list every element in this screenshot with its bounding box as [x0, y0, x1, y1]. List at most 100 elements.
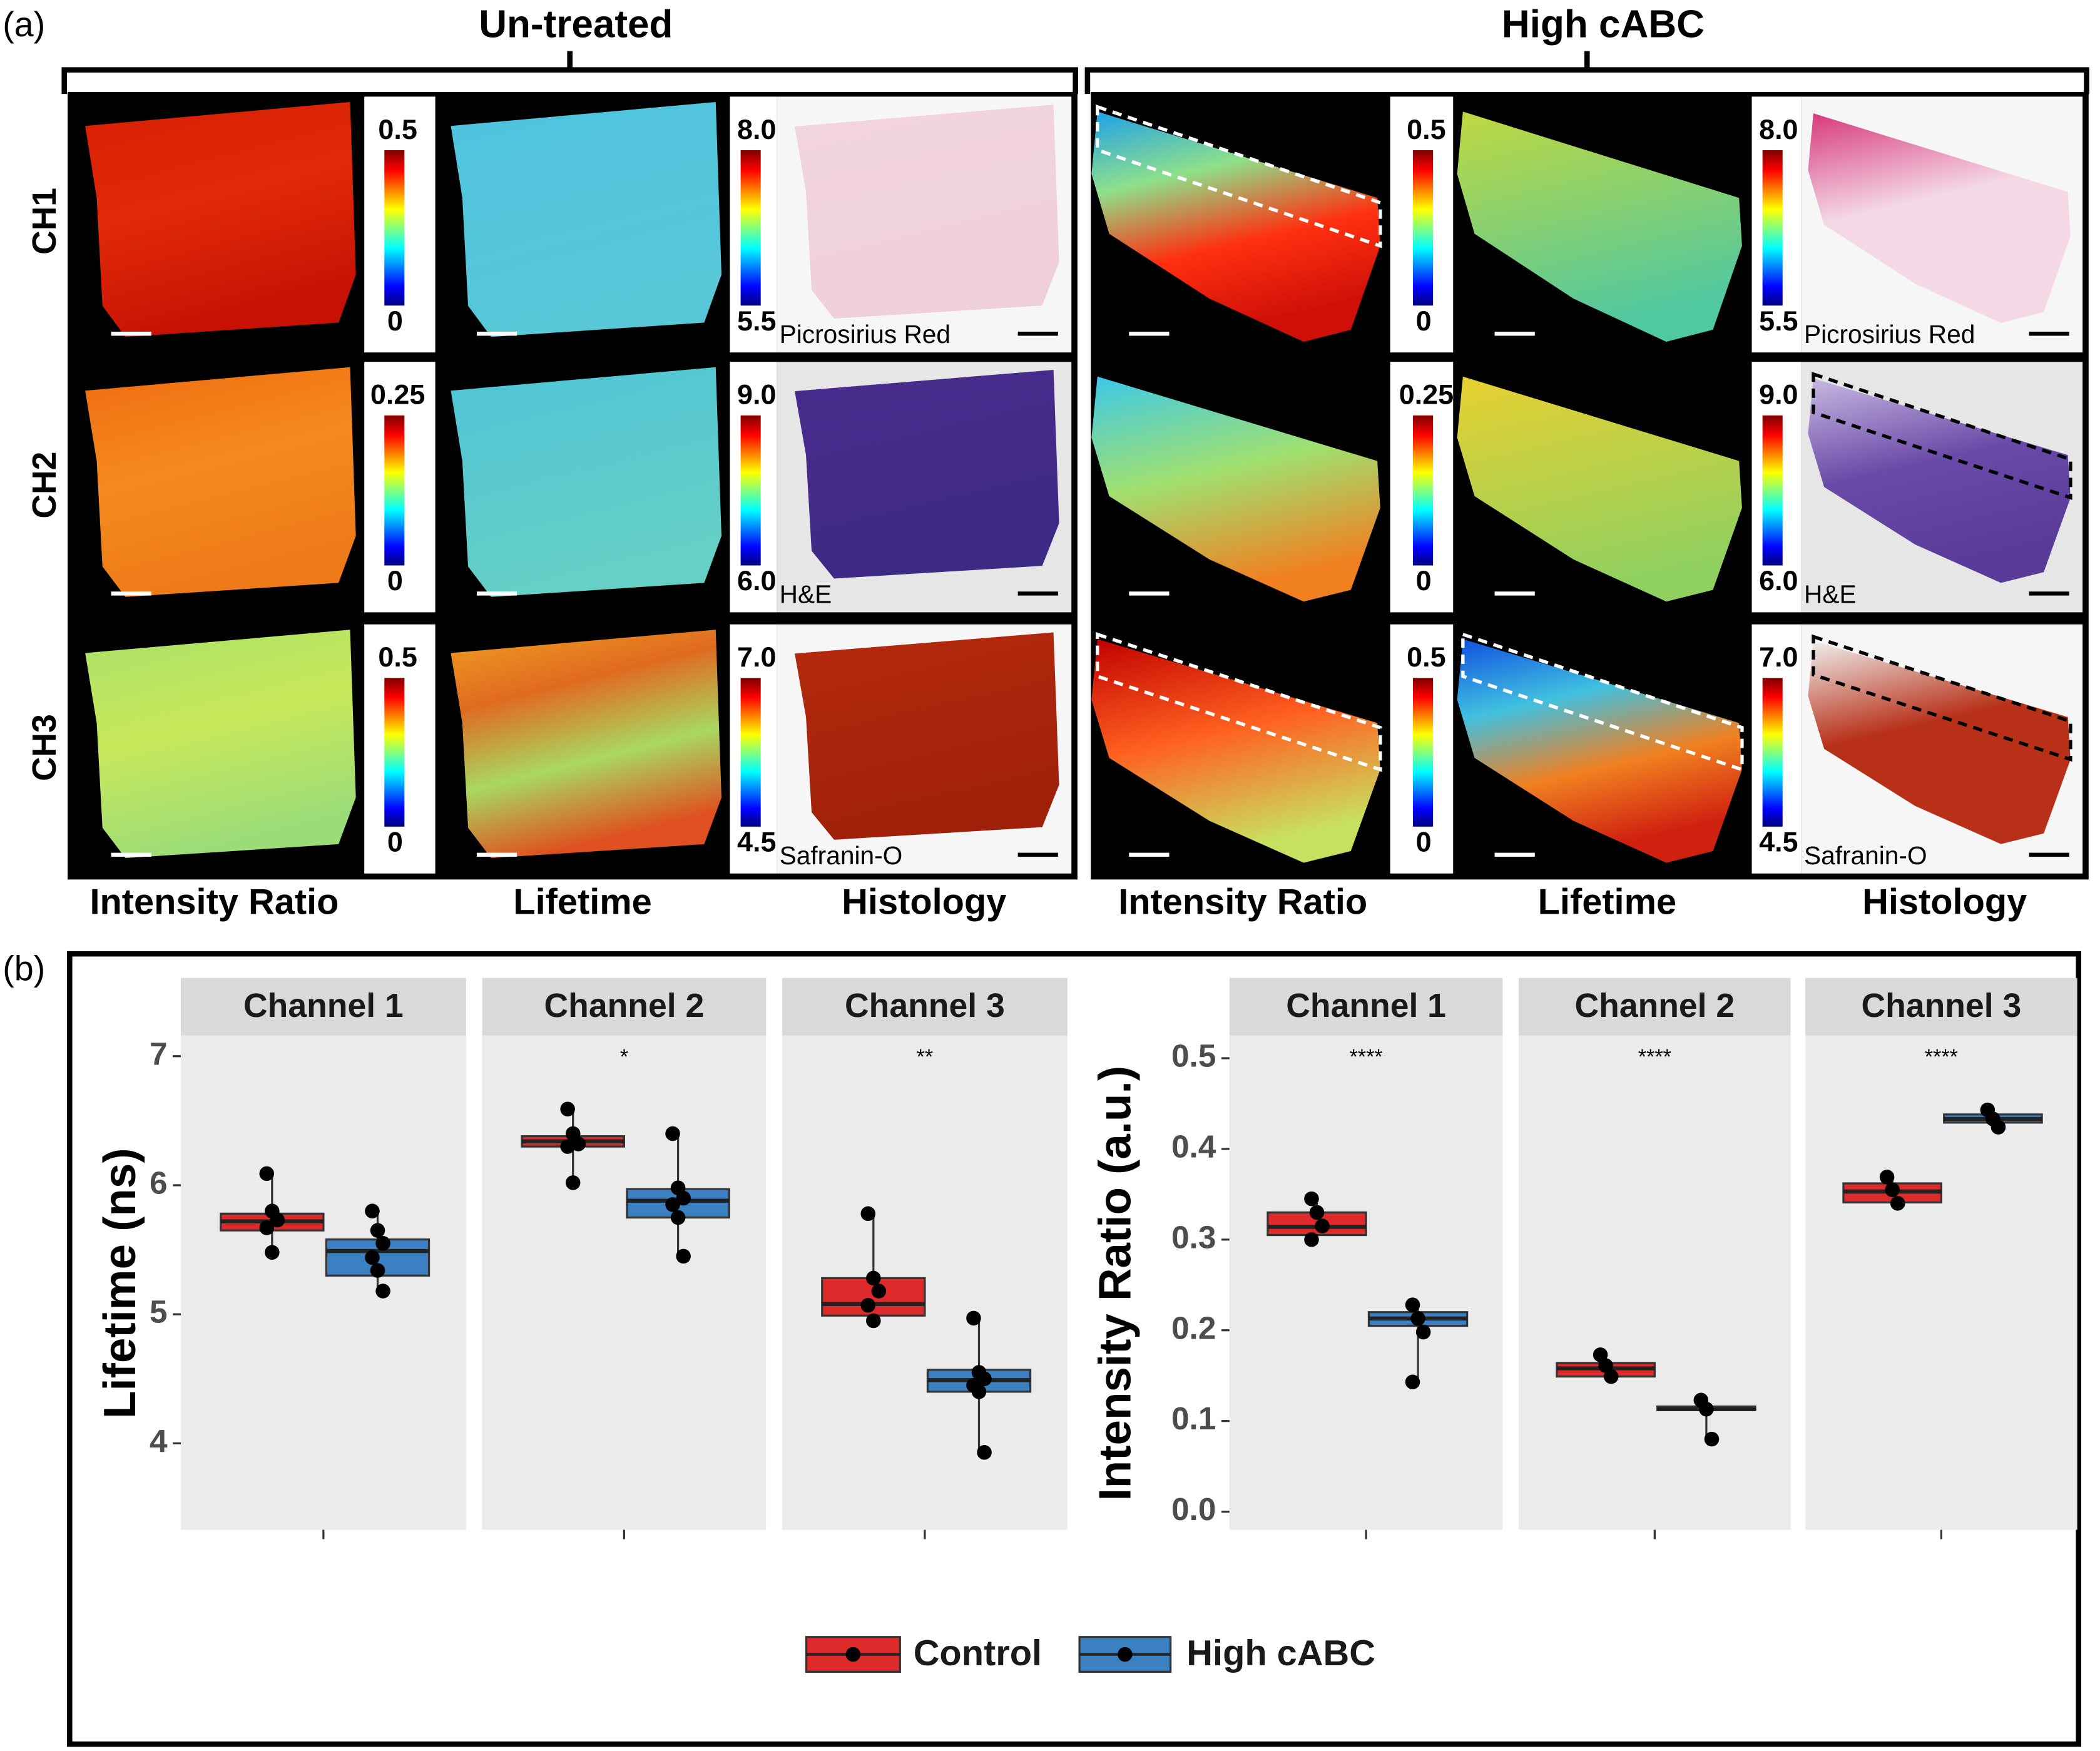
colorbar: [1762, 415, 1783, 566]
tissue-map: [1457, 376, 1742, 602]
data-point: [1593, 1347, 1608, 1362]
data-point: [560, 1101, 575, 1117]
data-point: [1704, 1431, 1720, 1447]
plot-panel: [482, 1035, 767, 1530]
data-point: [370, 1263, 385, 1278]
facet-strip: [782, 978, 1068, 1036]
stain-label: Picrosirius Red: [1804, 320, 1975, 349]
y-tick-label: 5: [150, 1294, 168, 1330]
tissue-map: [1091, 376, 1380, 602]
data-point: [1598, 1358, 1613, 1374]
column-label: Intensity Ratio: [89, 882, 339, 922]
colorbar-label: 4.5: [737, 826, 776, 858]
tissue-map: [1091, 111, 1380, 342]
data-point: [971, 1384, 987, 1399]
colorbar-label: 0: [1416, 305, 1432, 337]
tissue-map: [85, 101, 356, 337]
colorbar: [740, 415, 761, 566]
data-point: [871, 1284, 887, 1299]
tissue-map: [1091, 639, 1380, 863]
facet-title: Channel 1: [243, 988, 404, 1024]
colorbar-label: 0.25: [1399, 379, 1454, 411]
facet-title: Channel 3: [1862, 988, 2022, 1024]
colorbar-label: 0: [387, 826, 403, 858]
group-title: High cABC: [1502, 3, 1705, 46]
y-tick-label: 4: [150, 1423, 168, 1459]
tissue-map: [85, 630, 356, 859]
roi-band: [1096, 632, 1382, 772]
data-point: [370, 1223, 385, 1238]
data-point: [966, 1310, 981, 1326]
y-tick-label: 0.2: [1171, 1310, 1216, 1345]
data-point: [365, 1203, 380, 1218]
colorbar: [740, 678, 761, 827]
colorbar: [1762, 678, 1783, 827]
stain-label: Safranin-O: [780, 841, 903, 870]
data-point: [259, 1220, 275, 1235]
colorbar: [1413, 150, 1434, 306]
data-point: [1309, 1205, 1325, 1220]
group-bracket: [1084, 51, 2089, 94]
facet-title: Channel 1: [1286, 988, 1446, 1024]
colorbar-label: 5.5: [737, 305, 776, 337]
colorbar: [384, 415, 405, 566]
column-label: Lifetime: [1538, 882, 1676, 922]
stain-label: H&E: [780, 579, 832, 608]
tissue-map: [451, 630, 721, 859]
column-label: Histology: [842, 882, 1006, 922]
colorbar-label: 8.0: [1759, 113, 1798, 145]
data-point: [860, 1297, 876, 1313]
panel-label: (b): [3, 949, 45, 988]
colorbar-label: 8.0: [737, 113, 776, 145]
histology-tissue: [1808, 113, 2071, 324]
data-point: [565, 1175, 581, 1190]
colorbar-label: 6.0: [1759, 564, 1798, 596]
y-tick-label: 0.0: [1171, 1491, 1216, 1527]
facet-strip: [482, 978, 767, 1036]
data-point: [1405, 1374, 1420, 1390]
data-point: [676, 1248, 691, 1264]
colorbar-label: 9.0: [737, 379, 776, 411]
facet-strip: [1805, 978, 2077, 1036]
colorbar-label: 0.5: [1407, 113, 1445, 145]
data-point: [1415, 1324, 1431, 1340]
facet-strip: [1519, 978, 1791, 1036]
data-point: [1885, 1182, 1900, 1197]
panel-label: (a): [3, 5, 45, 44]
colorbar: [384, 150, 405, 306]
plot-panel: [1519, 1035, 1791, 1530]
colorbar-label: 0.5: [378, 113, 417, 145]
panel-b-frame: [67, 951, 2082, 1747]
tissue-map: [85, 367, 356, 597]
data-point: [1410, 1311, 1425, 1326]
colorbar-label: 0.5: [1407, 641, 1445, 673]
y-tick-label: 7: [150, 1036, 168, 1071]
legend-label: High cABC: [1186, 1633, 1375, 1673]
colorbar-label: 6.0: [737, 564, 776, 596]
roi-band: [1461, 632, 1744, 772]
significance-label: *: [620, 1045, 628, 1069]
significance-label: ****: [1638, 1045, 1671, 1069]
facet-title: Channel 2: [544, 988, 705, 1024]
significance-label: ****: [1925, 1045, 1958, 1069]
colorbar: [1762, 150, 1783, 306]
data-point: [866, 1270, 881, 1286]
plot-panel: [180, 1035, 466, 1530]
colorbar: [740, 150, 761, 306]
facet-title: Channel 3: [845, 988, 1005, 1024]
data-point: [1304, 1191, 1319, 1207]
colorbar-label: 0.25: [370, 379, 425, 411]
data-point: [1304, 1232, 1319, 1247]
plot-panel: [1805, 1035, 2077, 1530]
y-axis-title: Lifetime (ns): [94, 1148, 145, 1419]
colorbar-label: 7.0: [737, 641, 776, 673]
roi-band: [1096, 104, 1382, 248]
tissue-map: [451, 367, 721, 597]
y-tick-label: 0.4: [1171, 1128, 1216, 1164]
data-point: [977, 1445, 992, 1460]
data-point: [1315, 1218, 1330, 1233]
data-point: [866, 1313, 881, 1329]
legend-key-dot: [845, 1646, 861, 1662]
